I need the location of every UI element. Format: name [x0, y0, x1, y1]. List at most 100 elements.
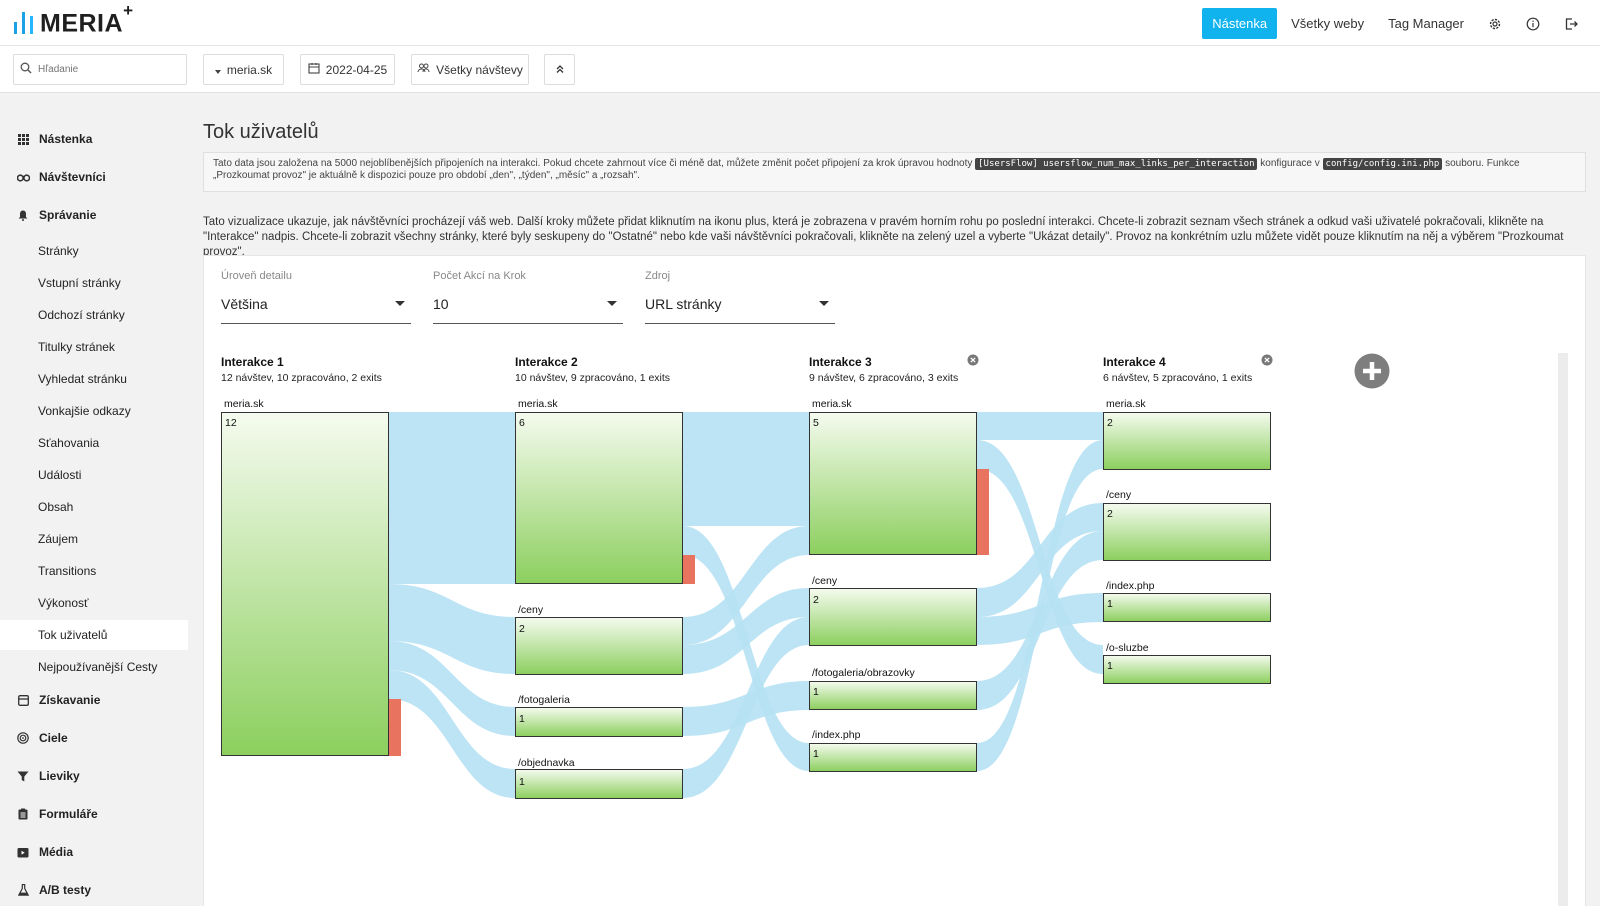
select-label: Zdroj [645, 270, 671, 282]
interaction-summary: 9 návštev, 6 zpracováno, 3 exits [809, 372, 959, 384]
flow-node[interactable] [809, 743, 977, 772]
flow-scrollbar[interactable] [1558, 353, 1568, 906]
sidebar-item-events[interactable]: Události [38, 468, 82, 482]
flow-link[interactable] [389, 412, 515, 584]
node-value: 1 [813, 686, 819, 698]
sidebar-item-behaviour[interactable]: Správanie [0, 198, 188, 232]
node-label: /ceny [1106, 489, 1132, 501]
flow-link[interactable] [389, 641, 515, 736]
segment-selector[interactable]: Všetky návštevy [411, 54, 529, 85]
notice-text: Tato data jsou založena na 5000 nejoblíb… [213, 158, 976, 169]
exit-bar[interactable] [683, 555, 695, 584]
sidebar-item-ab-tests[interactable]: A/B testy [0, 873, 188, 906]
flow-link[interactable] [389, 670, 515, 798]
dropdown-arrow-icon [819, 301, 829, 306]
flow-node[interactable] [1103, 655, 1271, 684]
detail-level-select[interactable]: Úroveň detailu Většina [221, 270, 411, 324]
forms-icon [16, 808, 30, 820]
interaction-heading[interactable]: Interakce 3 [809, 355, 872, 369]
goals-icon [16, 732, 30, 744]
sidebar-item-label: Správanie [39, 208, 97, 222]
sidebar-item-site-search[interactable]: Vyhledat stránku [38, 372, 127, 386]
interaction-heading[interactable]: Interakce 1 [221, 355, 284, 369]
flow-link[interactable] [683, 617, 809, 798]
gear-icon[interactable] [1478, 8, 1512, 39]
flask-icon [16, 884, 30, 896]
sidebar-item-transitions[interactable]: Transitions [38, 564, 97, 578]
sidebar-item-users-flow[interactable]: Tok uživatelů [0, 620, 188, 650]
sidebar-item-funnels[interactable]: Lieviky [0, 759, 188, 793]
search-box[interactable] [13, 54, 187, 85]
sidebar-item-acquisition[interactable]: Získavanie [0, 683, 188, 717]
node-label: meria.sk [518, 398, 558, 410]
exit-bar[interactable] [389, 699, 401, 756]
flow-link[interactable] [977, 503, 1103, 617]
logo-mark [14, 12, 33, 34]
flow-node[interactable] [809, 588, 977, 646]
caret-down-icon [214, 63, 221, 77]
flow-node[interactable] [1103, 593, 1271, 622]
flow-node[interactable] [809, 681, 977, 710]
sidebar-item-visitors[interactable]: Návštevníci [0, 160, 188, 194]
flow-link[interactable] [977, 412, 1103, 440]
flow-link[interactable] [683, 588, 809, 674]
interaction-heading[interactable]: Interakce 2 [515, 355, 578, 369]
site-selector[interactable]: meria.sk [203, 54, 284, 85]
sidebar-item-forms[interactable]: Formuláře [0, 797, 188, 831]
flow-node[interactable] [1103, 412, 1271, 470]
flow-link[interactable] [683, 412, 809, 526]
visualization-description: Tato vizualizace ukazuje, jak návštěvníc… [203, 216, 1564, 258]
interaction-heading[interactable]: Interakce 4 [1103, 355, 1166, 369]
flow-link[interactable] [683, 526, 809, 771]
node-value: 1 [519, 776, 525, 788]
sidebar-item-pages[interactable]: Stránky [38, 244, 79, 258]
sidebar-item-outlinks[interactable]: Vonkajšie odkazy [38, 404, 131, 418]
visitors-icon [16, 173, 30, 182]
node-value: 1 [519, 713, 525, 725]
flow-link[interactable] [977, 440, 1103, 771]
nav-dashboard[interactable]: Nástenka [1202, 8, 1278, 39]
source-select[interactable]: Zdroj URL stránky [645, 270, 835, 324]
sidebar-item-dashboard[interactable]: Nástenka [0, 122, 188, 156]
sidebar-item-top-paths[interactable]: Nejpoužívanější Cesty [38, 660, 158, 674]
node-value: 1 [1107, 598, 1113, 610]
sidebar-item-contents[interactable]: Obsah [38, 500, 74, 514]
flow-node[interactable] [515, 617, 683, 675]
info-icon[interactable] [1516, 8, 1550, 39]
actions-per-step-select[interactable]: Počet Akcí na Krok 10 [433, 270, 623, 324]
chevrons-up-icon [555, 63, 565, 77]
node-value: 2 [813, 594, 819, 606]
flow-node[interactable] [515, 412, 683, 584]
search-input[interactable] [38, 64, 168, 75]
logo[interactable]: MERIA+ [14, 1, 134, 38]
sidebar-item-entry-pages[interactable]: Vstupní stránky [38, 276, 121, 290]
interaction-summary: 10 návštev, 9 zpracováno, 1 exits [515, 372, 671, 384]
sidebar-item-performance[interactable]: Výkonosť [38, 596, 89, 610]
close-icon[interactable] [1261, 354, 1273, 366]
exit-bar[interactable] [977, 469, 989, 555]
sidebar-item-exit-pages[interactable]: Odchozí stránky [38, 308, 125, 322]
sidebar-item-media[interactable]: Média [0, 835, 188, 869]
date-selector[interactable]: 2022-04-25 [300, 54, 395, 85]
flow-node[interactable] [809, 412, 977, 555]
flow-node[interactable] [1103, 503, 1271, 561]
sidebar-item-label: Návštevníci [39, 170, 106, 184]
nav-tag-manager[interactable]: Tag Manager [1388, 16, 1464, 31]
flow-node[interactable] [221, 412, 389, 756]
flow-node[interactable] [515, 707, 683, 737]
collapse-button[interactable] [544, 54, 575, 85]
flow-link[interactable] [389, 584, 515, 674]
nav-all-websites[interactable]: Všetky weby [1291, 16, 1365, 31]
flow-link[interactable] [683, 526, 809, 645]
close-icon[interactable] [967, 354, 979, 366]
add-interaction-plus-icon[interactable] [1354, 353, 1390, 389]
sidebar-item-goals[interactable]: Ciele [0, 721, 188, 755]
node-label: /ceny [518, 604, 544, 616]
sidebar-item-engagement[interactable]: Záujem [38, 532, 79, 546]
flow-node[interactable] [515, 769, 683, 799]
logout-icon[interactable] [1554, 8, 1588, 39]
sidebar-item-downloads[interactable]: Sťahovania [38, 436, 100, 450]
site-selector-label: meria.sk [226, 62, 273, 77]
sidebar-item-page-titles[interactable]: Titulky stránek [38, 340, 115, 354]
flow-link[interactable] [977, 531, 1103, 710]
